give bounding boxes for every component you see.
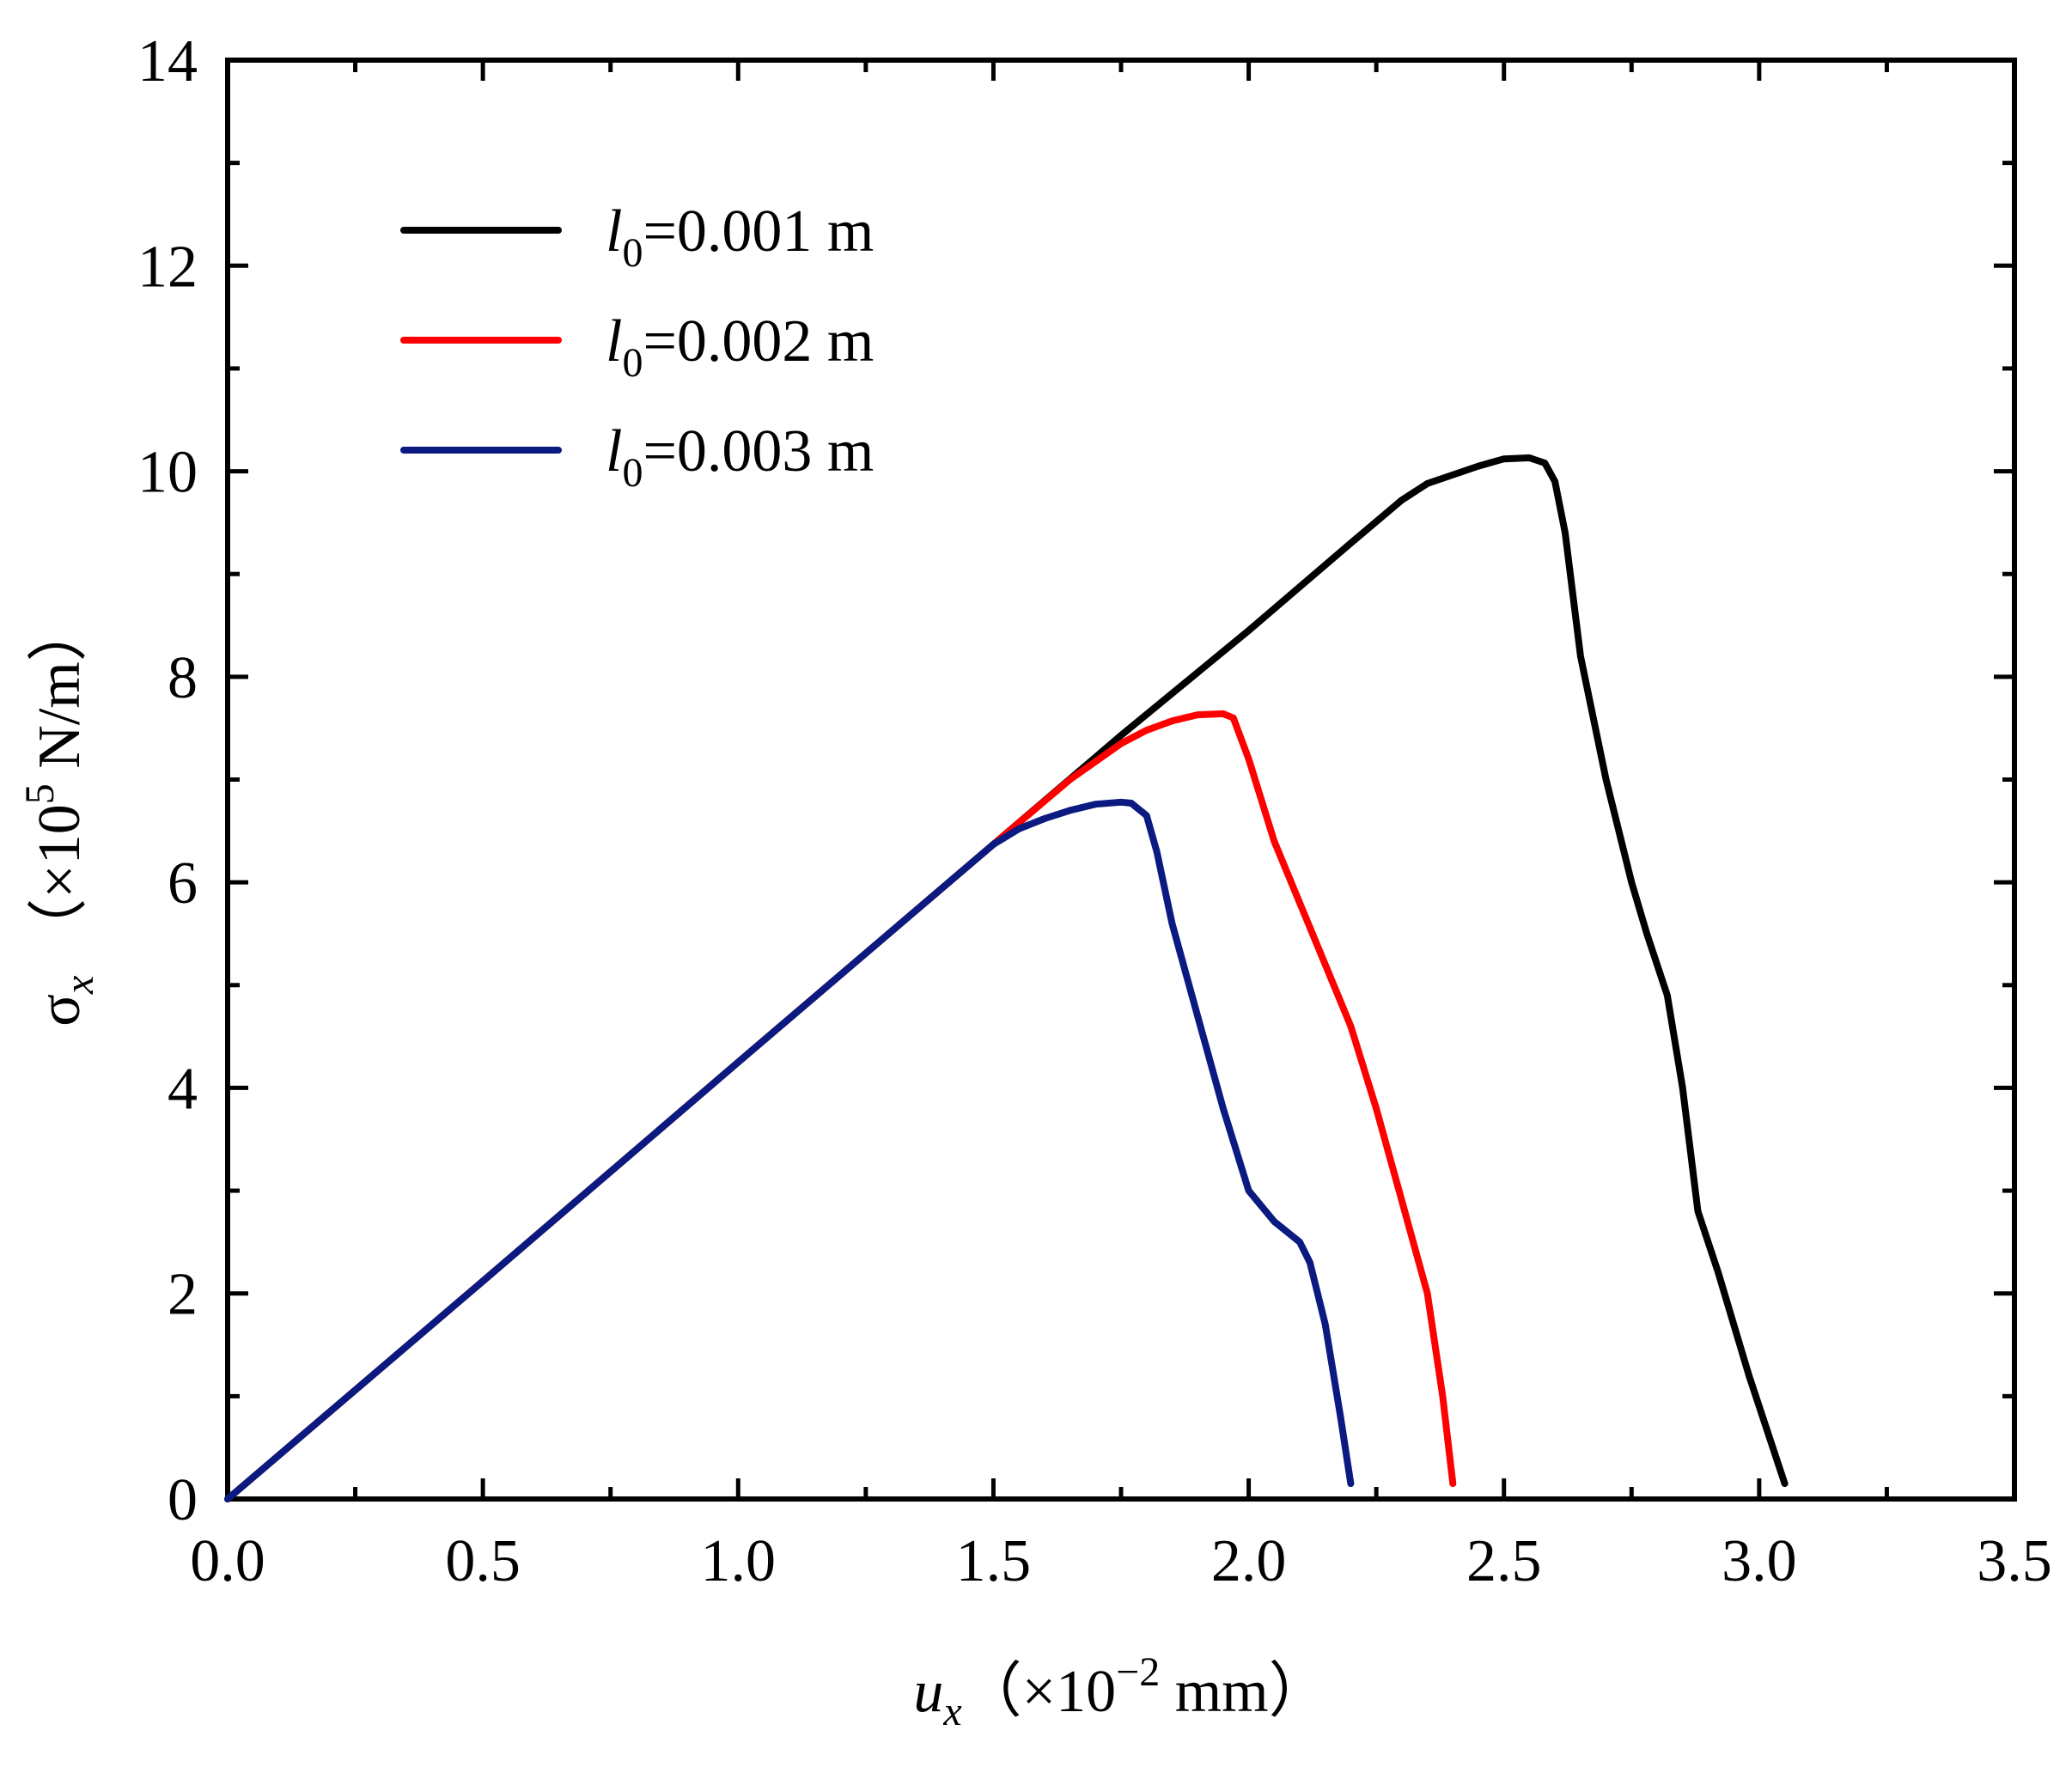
legend-symbol: l	[606, 198, 622, 265]
x-tick-label: 1.0	[701, 1528, 777, 1594]
y-tick-label: 14	[137, 28, 198, 94]
legend-value: =0.001 m	[643, 198, 874, 265]
legend-value: =0.002 m	[643, 308, 874, 375]
y-axis-unit-prefix: （×10	[27, 804, 93, 958]
x-tick-label: 1.5	[956, 1528, 1032, 1594]
y-axis-subscript: x	[57, 976, 102, 995]
x-axis-title: ux（×10−2 mm）	[913, 1649, 1328, 1734]
x-tick-label: 0.0	[190, 1528, 265, 1594]
y-axis-exponent: 5	[17, 783, 63, 804]
legend-symbol: l	[606, 418, 622, 484]
y-axis-unit-suffix: N/m）	[27, 601, 93, 783]
axis-ticks	[225, 58, 2017, 1502]
legend-subscript: 0	[622, 450, 643, 496]
y-tick-label: 2	[168, 1262, 198, 1328]
x-tick-label: 3.0	[1722, 1528, 1797, 1594]
legend-value: =0.003 m	[643, 418, 874, 484]
series-layer	[224, 454, 1789, 1502]
x-tick-label: 3.5	[1977, 1528, 2052, 1594]
x-tick-label: 2.0	[1211, 1528, 1287, 1594]
legend: l0=0.001 ml0=0.002 ml0=0.003 m	[400, 198, 874, 496]
y-tick-label: 12	[137, 234, 198, 300]
series-line-2	[224, 710, 1457, 1502]
x-axis-subscript: x	[942, 1689, 961, 1734]
plot-frame	[225, 58, 2017, 1502]
y-tick-label: 6	[168, 850, 198, 917]
legend-label-3: l0=0.003 m	[606, 418, 874, 496]
x-tick-label: 0.5	[445, 1528, 521, 1594]
x-axis-unit-prefix: （×10	[962, 1659, 1116, 1725]
y-axis-symbol: σ	[27, 994, 93, 1027]
x-axis-exponent: −2	[1116, 1649, 1160, 1695]
legend-label-2: l0=0.002 m	[606, 308, 874, 386]
x-axis-unit-suffix: mm）	[1160, 1659, 1328, 1725]
legend-subscript: 0	[622, 340, 643, 386]
series-line-1	[224, 454, 1789, 1502]
y-tick-label: 10	[137, 440, 198, 506]
y-tick-label: 0	[168, 1467, 198, 1533]
series-line-3	[224, 798, 1355, 1502]
x-tick-label: 2.5	[1466, 1528, 1542, 1594]
legend-subscript: 0	[622, 230, 643, 276]
legend-label-1: l0=0.001 m	[606, 198, 874, 276]
y-tick-label: 4	[168, 1056, 198, 1122]
y-axis-title: σx （×105 N/m）	[17, 601, 102, 1026]
legend-symbol: l	[606, 308, 622, 375]
y-tick-label: 8	[168, 645, 198, 711]
tick-labels: 0.0 0.5 1.0 1.5 2.0 2.5 3.0 3.5 0 2 4 6 8 10 12 14	[137, 28, 2052, 1594]
x-axis-symbol: u	[913, 1659, 943, 1725]
